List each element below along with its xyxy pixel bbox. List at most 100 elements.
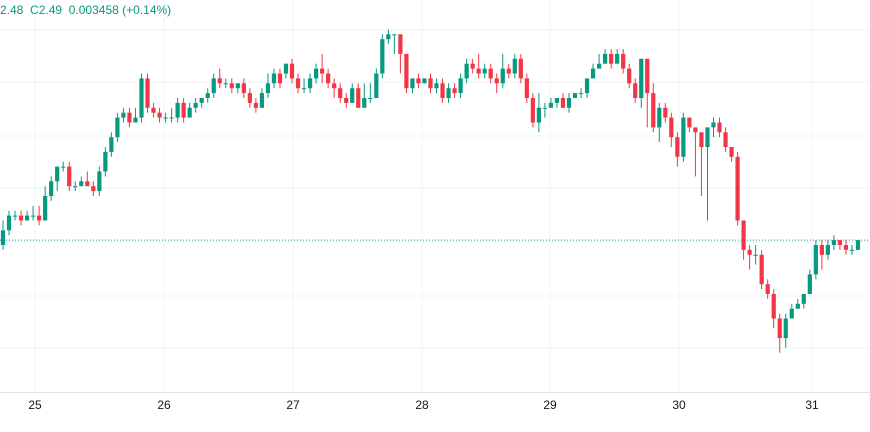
candle[interactable] xyxy=(73,181,78,192)
candle[interactable] xyxy=(777,313,782,353)
candle[interactable] xyxy=(151,102,156,118)
candle[interactable] xyxy=(416,73,421,89)
candle[interactable] xyxy=(446,83,451,103)
candle[interactable] xyxy=(0,220,6,250)
candle[interactable] xyxy=(729,147,734,162)
candle[interactable] xyxy=(494,73,499,94)
candle[interactable] xyxy=(6,210,12,236)
candles[interactable] xyxy=(0,29,861,353)
candle[interactable] xyxy=(211,73,216,99)
candle[interactable] xyxy=(49,176,54,201)
candle[interactable] xyxy=(572,93,578,98)
candle[interactable] xyxy=(289,58,295,84)
candle[interactable] xyxy=(356,83,361,108)
candle[interactable] xyxy=(295,73,301,94)
candle[interactable] xyxy=(43,186,48,221)
candle[interactable] xyxy=(476,53,481,79)
candle[interactable] xyxy=(596,53,602,69)
candle[interactable] xyxy=(518,53,523,84)
candle[interactable] xyxy=(24,210,30,221)
candle[interactable] xyxy=(699,132,704,196)
candle[interactable] xyxy=(524,73,529,103)
candle[interactable] xyxy=(187,102,192,118)
candle[interactable] xyxy=(584,78,590,98)
candle[interactable] xyxy=(627,63,632,89)
candle[interactable] xyxy=(368,83,373,103)
candle[interactable] xyxy=(109,132,114,157)
candle[interactable] xyxy=(693,127,698,177)
candle[interactable] xyxy=(603,49,608,64)
candle[interactable] xyxy=(350,83,355,103)
candle[interactable] xyxy=(765,279,770,299)
candle[interactable] xyxy=(205,88,210,103)
candle[interactable] xyxy=(530,93,535,128)
candle[interactable] xyxy=(313,63,319,84)
candle[interactable] xyxy=(277,68,283,89)
candle[interactable] xyxy=(807,269,812,295)
candle[interactable] xyxy=(566,93,572,113)
candle[interactable] xyxy=(344,93,349,108)
candle[interactable] xyxy=(103,147,108,177)
candle[interactable] xyxy=(590,63,596,79)
candle[interactable] xyxy=(639,58,644,108)
candle[interactable] xyxy=(741,220,746,260)
candle[interactable] xyxy=(506,63,511,79)
candle[interactable] xyxy=(121,107,126,123)
candle[interactable] xyxy=(578,88,584,98)
candle[interactable] xyxy=(91,181,96,196)
candle[interactable] xyxy=(500,53,505,89)
candle[interactable] xyxy=(675,132,680,167)
candle[interactable] xyxy=(801,294,806,309)
candle[interactable] xyxy=(217,68,222,89)
candle[interactable] xyxy=(759,249,764,290)
candle[interactable] xyxy=(55,166,60,192)
candle[interactable] xyxy=(410,78,415,94)
candle[interactable] xyxy=(235,83,240,94)
candle[interactable] xyxy=(536,93,541,133)
candle[interactable] xyxy=(181,98,186,123)
candle[interactable] xyxy=(271,68,277,89)
candle[interactable] xyxy=(681,112,686,162)
candle[interactable] xyxy=(633,78,638,103)
candle[interactable] xyxy=(37,205,42,226)
candle[interactable] xyxy=(253,98,258,113)
candle[interactable] xyxy=(747,245,752,270)
candle[interactable] xyxy=(320,53,325,84)
candle[interactable] xyxy=(247,88,252,108)
candle[interactable] xyxy=(795,298,800,309)
candle[interactable] xyxy=(193,98,198,113)
candle[interactable] xyxy=(464,58,469,84)
candle[interactable] xyxy=(145,73,150,113)
candle[interactable] xyxy=(711,117,716,138)
candle[interactable] xyxy=(61,161,66,172)
candle[interactable] xyxy=(229,78,234,94)
candle[interactable] xyxy=(831,235,837,250)
candle[interactable] xyxy=(374,68,379,98)
candle[interactable] xyxy=(428,73,433,94)
candle[interactable] xyxy=(470,58,475,74)
candle[interactable] xyxy=(301,78,307,94)
candle[interactable] xyxy=(458,73,463,99)
candle[interactable] xyxy=(199,98,204,108)
candle[interactable] xyxy=(440,78,445,103)
candle[interactable] xyxy=(488,63,493,84)
candle[interactable] xyxy=(283,63,289,79)
candle[interactable] xyxy=(434,78,439,94)
candle[interactable] xyxy=(753,245,758,265)
candle[interactable] xyxy=(663,102,668,123)
candle[interactable] xyxy=(825,240,831,260)
candle[interactable] xyxy=(127,107,132,128)
candle[interactable] xyxy=(837,240,843,250)
candle[interactable] xyxy=(259,88,265,108)
candle[interactable] xyxy=(175,98,180,123)
candle[interactable] xyxy=(705,127,710,221)
candle[interactable] xyxy=(789,303,794,319)
candle[interactable] xyxy=(30,205,36,221)
candle[interactable] xyxy=(422,78,427,84)
candle[interactable] xyxy=(849,245,855,255)
candle[interactable] xyxy=(338,83,343,103)
candle[interactable] xyxy=(645,58,650,128)
candle[interactable] xyxy=(157,107,162,123)
candle[interactable] xyxy=(67,161,72,192)
